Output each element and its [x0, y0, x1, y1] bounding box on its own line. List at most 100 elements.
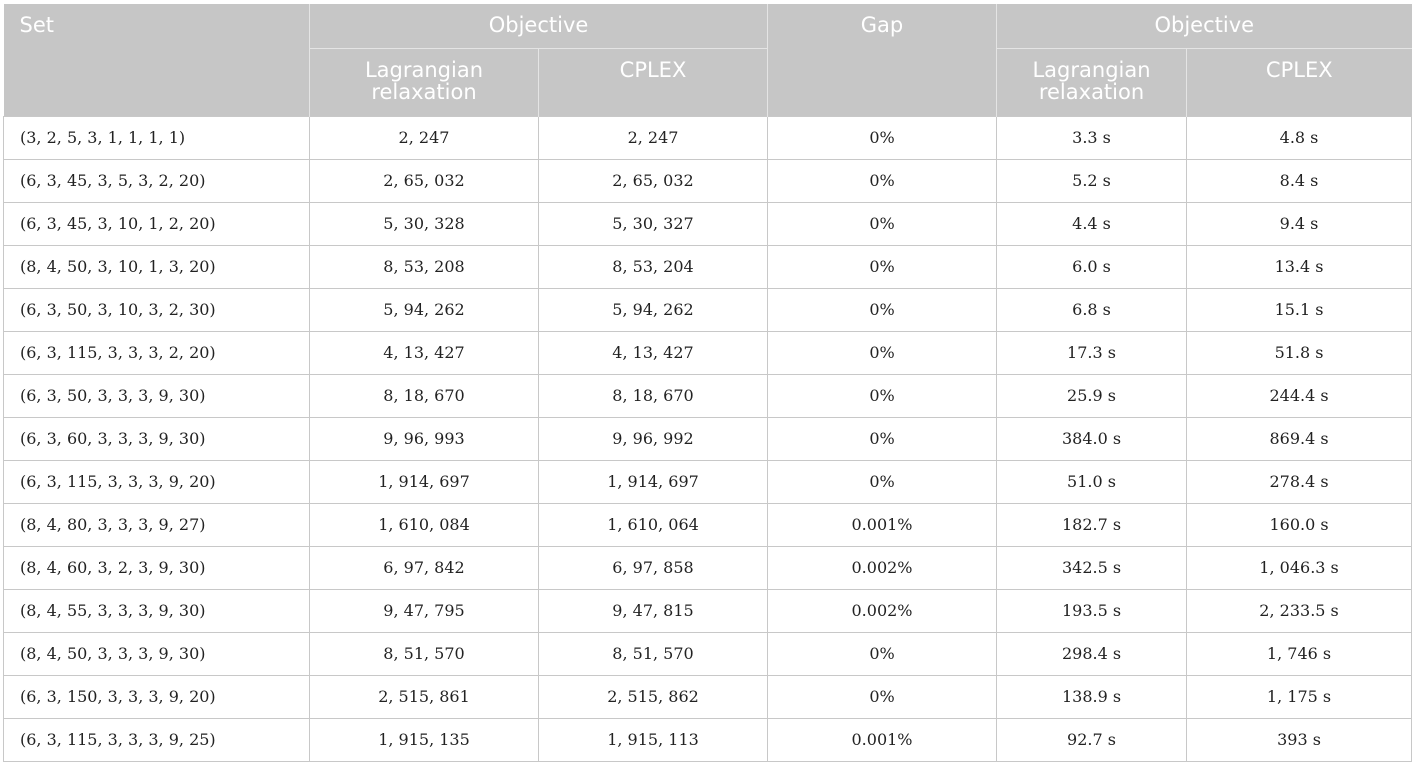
cell-cplex-time: 1, 175 s: [1186, 674, 1413, 719]
cell-set: (6, 3, 115, 3, 3, 3, 9, 25): [3, 717, 310, 762]
cell-lagrangian-time: 384.0 s: [996, 416, 1188, 461]
cell-cplex-time: 9.4 s: [1186, 201, 1413, 246]
cell-cplex-time: 4.8 s: [1186, 115, 1413, 160]
cell-lagrangian-objective: 1, 915, 135: [309, 717, 539, 762]
cell-lagrangian-time: 5.2 s: [996, 158, 1188, 203]
header-lagrangian-time: Lagrangian relaxation: [996, 48, 1188, 116]
cell-set: (8, 4, 50, 3, 10, 1, 3, 20): [3, 244, 310, 289]
cell-cplex-objective: 6, 97, 858: [537, 545, 769, 590]
cell-gap: 0%: [767, 287, 998, 332]
table-row: (6, 3, 115, 3, 3, 3, 2, 20) 4, 13, 427 4, …: [3, 330, 1413, 375]
cell-set: (6, 3, 150, 3, 3, 3, 9, 20): [3, 674, 310, 719]
cell-lagrangian-objective: 9, 96, 993: [309, 416, 539, 461]
header-gap: Gap: [767, 4, 998, 116]
cell-lagrangian-objective: 2, 515, 861: [309, 674, 539, 719]
cell-cplex-objective: 1, 914, 697: [537, 459, 769, 504]
cell-gap: 0%: [767, 201, 998, 246]
table-row: (6, 3, 115, 3, 3, 3, 9, 25) 1, 915, 135 1,…: [3, 717, 1413, 762]
header-cplex: CPLEX: [538, 48, 769, 116]
cell-cplex-time: 244.4 s: [1186, 373, 1413, 418]
cell-cplex-objective: 5, 30, 327: [537, 201, 769, 246]
table-row: (6, 3, 150, 3, 3, 3, 9, 20) 2, 515, 861 2,…: [3, 674, 1413, 719]
cell-gap: 0%: [767, 373, 998, 418]
cell-gap: 0%: [767, 631, 998, 676]
cell-set: (8, 4, 60, 3, 2, 3, 9, 30): [3, 545, 310, 590]
cell-set: (6, 3, 115, 3, 3, 3, 9, 20): [3, 459, 310, 504]
cell-lagrangian-objective: 6, 97, 842: [309, 545, 539, 590]
cell-lagrangian-time: 6.8 s: [996, 287, 1188, 332]
cell-lagrangian-objective: 4, 13, 427: [309, 330, 539, 375]
cell-gap: 0%: [767, 674, 998, 719]
cell-cplex-time: 8.4 s: [1186, 158, 1413, 203]
cell-cplex-objective: 8, 53, 204: [537, 244, 769, 289]
cell-cplex-objective: 8, 51, 570: [537, 631, 769, 676]
cell-lagrangian-time: 6.0 s: [996, 244, 1188, 289]
table-row: (6, 3, 45, 3, 10, 1, 2, 20) 5, 30, 328 5, …: [3, 201, 1413, 246]
cell-cplex-time: 1, 046.3 s: [1186, 545, 1413, 590]
header-objective: Objective: [309, 4, 769, 49]
table-row: (8, 4, 80, 3, 3, 3, 9, 27) 1, 610, 084 1, …: [3, 502, 1413, 547]
cell-set: (6, 3, 60, 3, 3, 3, 9, 30): [3, 416, 310, 461]
cell-cplex-objective: 8, 18, 670: [537, 373, 769, 418]
cell-gap: 0.002%: [767, 545, 998, 590]
cell-gap: 0.002%: [767, 588, 998, 633]
cell-lagrangian-objective: 5, 94, 262: [309, 287, 539, 332]
results-table: Set Objective Gap Objective Lagrangian r…: [3, 4, 1413, 762]
header-cplex-time: CPLEX: [1186, 48, 1412, 116]
cell-cplex-objective: 9, 96, 992: [537, 416, 769, 461]
cell-cplex-objective: 2, 515, 862: [537, 674, 769, 719]
cell-set: (6, 3, 45, 3, 10, 1, 2, 20): [3, 201, 310, 246]
cell-lagrangian-objective: 1, 610, 084: [309, 502, 539, 547]
cell-lagrangian-objective: 2, 65, 032: [309, 158, 539, 203]
cell-gap: 0%: [767, 115, 998, 160]
cell-set: (8, 4, 55, 3, 3, 3, 9, 30): [3, 588, 310, 633]
cell-set: (6, 3, 45, 3, 5, 3, 2, 20): [3, 158, 310, 203]
table-row: (6, 3, 45, 3, 5, 3, 2, 20) 2, 65, 032 2, 6…: [3, 158, 1413, 203]
cell-lagrangian-objective: 2, 247: [309, 115, 539, 160]
cell-lagrangian-time: 298.4 s: [996, 631, 1188, 676]
cell-gap: 0%: [767, 416, 998, 461]
cell-cplex-objective: 5, 94, 262: [537, 287, 769, 332]
cell-gap: 0%: [767, 158, 998, 203]
table-row: (6, 3, 50, 3, 10, 3, 2, 30) 5, 94, 262 5, …: [3, 287, 1413, 332]
cell-cplex-time: 278.4 s: [1186, 459, 1413, 504]
cell-lagrangian-time: 138.9 s: [996, 674, 1188, 719]
header-lagrangian: Lagrangian relaxation: [309, 48, 539, 116]
table-row: (6, 3, 60, 3, 3, 3, 9, 30) 9, 96, 993 9, 9…: [3, 416, 1413, 461]
cell-cplex-objective: 2, 247: [537, 115, 769, 160]
cell-lagrangian-time: 4.4 s: [996, 201, 1188, 246]
cell-cplex-objective: 2, 65, 032: [537, 158, 769, 203]
cell-cplex-time: 51.8 s: [1186, 330, 1413, 375]
cell-cplex-time: 160.0 s: [1186, 502, 1413, 547]
cell-cplex-time: 2, 233.5 s: [1186, 588, 1413, 633]
cell-gap: 0.001%: [767, 717, 998, 762]
table-row: (8, 4, 60, 3, 2, 3, 9, 30) 6, 97, 842 6, 9…: [3, 545, 1413, 590]
cell-cplex-objective: 1, 610, 064: [537, 502, 769, 547]
cell-cplex-objective: 9, 47, 815: [537, 588, 769, 633]
table-row: (8, 4, 50, 3, 10, 1, 3, 20) 8, 53, 208 8, …: [3, 244, 1413, 289]
cell-cplex-time: 1, 746 s: [1186, 631, 1413, 676]
cell-set: (8, 4, 50, 3, 3, 3, 9, 30): [3, 631, 310, 676]
cell-gap: 0%: [767, 459, 998, 504]
cell-set: (8, 4, 80, 3, 3, 3, 9, 27): [3, 502, 310, 547]
cell-cplex-time: 13.4 s: [1186, 244, 1413, 289]
cell-cplex-time: 15.1 s: [1186, 287, 1413, 332]
cell-set: (6, 3, 50, 3, 3, 3, 9, 30): [3, 373, 310, 418]
cell-cplex-objective: 1, 915, 113: [537, 717, 769, 762]
cell-lagrangian-time: 342.5 s: [996, 545, 1188, 590]
table-row: (6, 3, 115, 3, 3, 3, 9, 20) 1, 914, 697 1,…: [3, 459, 1413, 504]
cell-set: (3, 2, 5, 3, 1, 1, 1, 1): [3, 115, 310, 160]
cell-cplex-time: 869.4 s: [1186, 416, 1413, 461]
cell-lagrangian-objective: 8, 51, 570: [309, 631, 539, 676]
cell-lagrangian-objective: 8, 53, 208: [309, 244, 539, 289]
cell-lagrangian-objective: 8, 18, 670: [309, 373, 539, 418]
cell-lagrangian-time: 25.9 s: [996, 373, 1188, 418]
table-row: (8, 4, 50, 3, 3, 3, 9, 30) 8, 51, 570 8, 5…: [3, 631, 1413, 676]
cell-gap: 0.001%: [767, 502, 998, 547]
cell-gap: 0%: [767, 244, 998, 289]
cell-lagrangian-objective: 9, 47, 795: [309, 588, 539, 633]
table-body: (3, 2, 5, 3, 1, 1, 1, 1) 2, 247 2, 247 0% 3.…: [3, 115, 1413, 762]
cell-lagrangian-time: 3.3 s: [996, 115, 1188, 160]
cell-cplex-time: 393 s: [1186, 717, 1413, 762]
table-row: (3, 2, 5, 3, 1, 1, 1, 1) 2, 247 2, 247 0% 3.…: [3, 115, 1413, 160]
